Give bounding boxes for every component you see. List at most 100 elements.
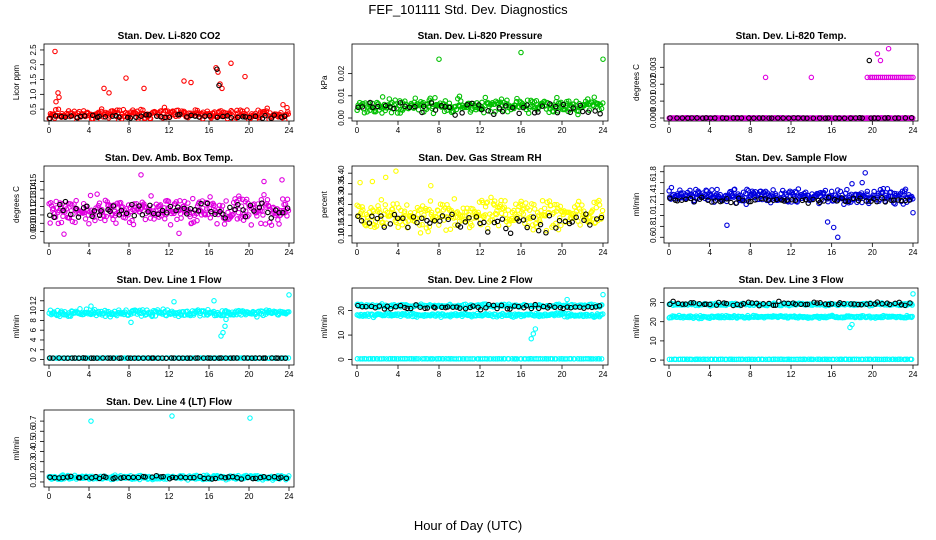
- data-point: [254, 314, 260, 320]
- data-point: [485, 108, 491, 114]
- x-tick-label: 8: [127, 492, 132, 501]
- data-point: [204, 206, 210, 212]
- data-point: [546, 212, 553, 219]
- y-axis-label: ml/min: [632, 315, 641, 339]
- data-point: [447, 226, 454, 232]
- data-point: [432, 305, 438, 311]
- data-point: [699, 115, 706, 121]
- data-point: [503, 103, 509, 109]
- data-point: [127, 115, 134, 121]
- data-point: [730, 115, 737, 121]
- data-point: [410, 356, 417, 362]
- data-point: [195, 208, 202, 214]
- data-point: [436, 56, 442, 62]
- data-point: [824, 219, 831, 225]
- data-point: [379, 94, 386, 100]
- data-point: [530, 227, 536, 233]
- data-point: [220, 329, 226, 336]
- data-point: [491, 198, 498, 204]
- data-point: [537, 221, 544, 228]
- data-point: [879, 301, 885, 307]
- data-point: [910, 291, 916, 297]
- data-point: [98, 208, 104, 214]
- data-point: [473, 214, 480, 220]
- data-point: [168, 355, 175, 361]
- data-point: [435, 207, 441, 214]
- y-tick-label: 0.02: [337, 65, 346, 81]
- data-point: [514, 95, 520, 102]
- data-point: [247, 415, 253, 421]
- data-point: [275, 355, 281, 361]
- data-point: [88, 418, 94, 424]
- data-point: [802, 356, 809, 363]
- data-point: [230, 211, 236, 218]
- data-point: [401, 208, 408, 215]
- data-point: [358, 218, 365, 224]
- x-tick-label: 4: [87, 492, 92, 501]
- data-point: [57, 201, 63, 208]
- data-point: [370, 104, 376, 111]
- x-tick-label: 4: [707, 126, 712, 135]
- y-tick-label: 0.1: [29, 476, 38, 488]
- data-point: [723, 115, 730, 121]
- data-point: [419, 215, 425, 222]
- data-point: [528, 335, 535, 342]
- data-point: [847, 115, 854, 121]
- data-point: [138, 113, 144, 119]
- x-tick-label: 12: [476, 248, 485, 257]
- data-point: [221, 221, 228, 227]
- data-point: [129, 201, 135, 208]
- data-point: [731, 186, 738, 193]
- data-point: [517, 201, 524, 207]
- data-point: [90, 355, 97, 361]
- data-point: [564, 296, 570, 303]
- data-point: [361, 110, 368, 116]
- data-point: [417, 304, 423, 310]
- data-point: [454, 304, 460, 310]
- data-point: [440, 356, 446, 362]
- data-point: [381, 356, 387, 362]
- data-point: [167, 203, 174, 210]
- data-point: [382, 174, 389, 181]
- data-point: [886, 301, 893, 308]
- y-tick-label: 0.30: [337, 186, 346, 202]
- data-point: [592, 108, 598, 114]
- x-tick-label: 8: [127, 370, 132, 379]
- data-point: [446, 104, 453, 111]
- data-point: [749, 188, 756, 195]
- data-point: [579, 202, 585, 208]
- data-point: [814, 356, 820, 363]
- data-point: [539, 197, 546, 204]
- panel-title: Stan. Dev. Line 1 Flow: [117, 275, 222, 286]
- data-point: [169, 413, 175, 419]
- data-point: [821, 314, 827, 321]
- data-point: [412, 103, 418, 110]
- data-point: [140, 107, 146, 113]
- data-point: [537, 219, 543, 225]
- data-point: [571, 356, 578, 362]
- data-point: [284, 205, 291, 211]
- data-point: [70, 211, 76, 217]
- data-point: [216, 82, 222, 89]
- data-point: [404, 202, 410, 208]
- data-point: [157, 355, 163, 361]
- data-point: [176, 230, 182, 237]
- data-point: [553, 208, 560, 214]
- data-point: [285, 207, 292, 214]
- x-tick-label: 4: [707, 248, 712, 257]
- data-point: [598, 105, 605, 112]
- data-point: [391, 105, 397, 112]
- data-point: [717, 191, 723, 198]
- data-point: [382, 202, 389, 208]
- y-tick-label: 0.20: [337, 207, 346, 223]
- data-point: [593, 204, 600, 211]
- data-point: [516, 110, 522, 117]
- data-point: [730, 356, 736, 363]
- data-point: [784, 197, 790, 203]
- data-point: [564, 304, 571, 310]
- data-point: [469, 222, 475, 229]
- data-point: [373, 223, 380, 229]
- data-point: [845, 198, 851, 205]
- data-point: [444, 304, 451, 310]
- data-point: [162, 108, 169, 114]
